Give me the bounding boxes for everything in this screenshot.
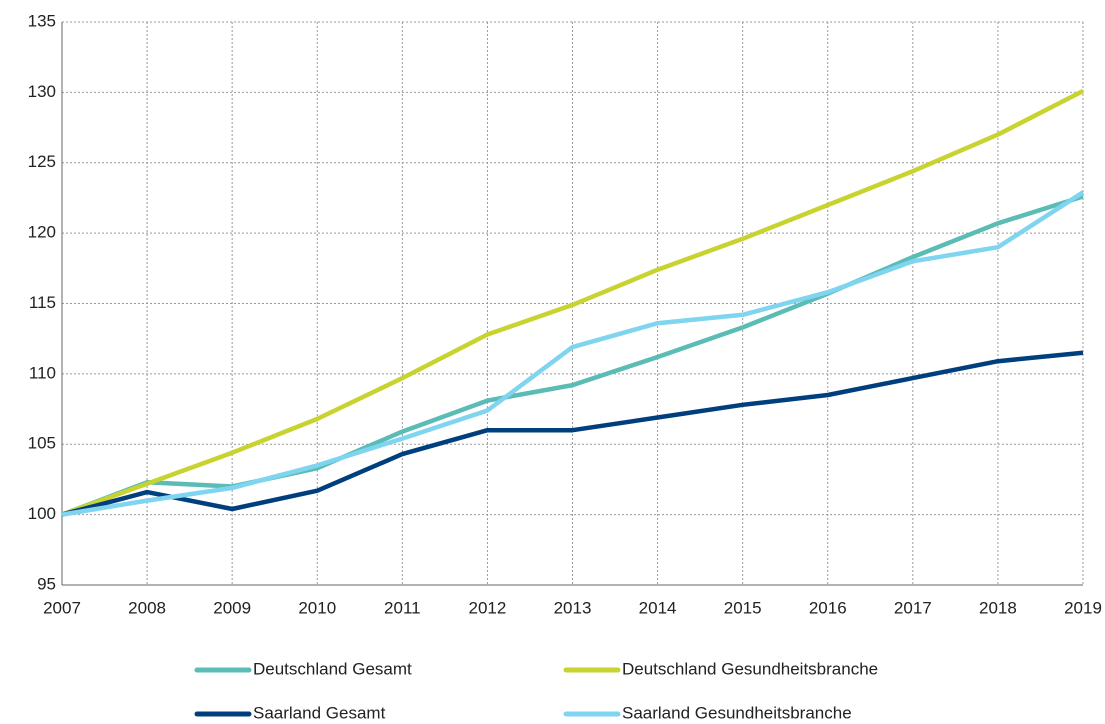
x-tick-label: 2019 [1064, 598, 1102, 617]
y-tick-label: 125 [28, 152, 56, 171]
x-tick-label: 2013 [554, 598, 592, 617]
series-line [61, 350, 1084, 517]
legend-label: Saarland Gesamt [253, 703, 386, 722]
legend-label: Deutschland Gesundheitsbranche [622, 659, 878, 678]
x-tick-label: 2010 [298, 598, 336, 617]
x-tick-label: 2015 [724, 598, 762, 617]
y-tick-label: 120 [28, 223, 56, 242]
y-tick-label: 130 [28, 82, 56, 101]
x-tick-label: 2016 [809, 598, 847, 617]
x-tick-label: 2009 [213, 598, 251, 617]
x-tick-label: 2014 [639, 598, 677, 617]
x-tick-label: 2011 [384, 598, 421, 617]
y-tick-label: 100 [28, 504, 56, 523]
y-tick-label: 110 [29, 363, 56, 382]
x-tick-label: 2007 [43, 598, 81, 617]
legend-label: Deutschland Gesamt [253, 659, 412, 678]
y-tick-label: 115 [29, 293, 56, 312]
x-tick-label: 2008 [128, 598, 166, 617]
series-line [61, 88, 1085, 517]
legend-label: Saarland Gesundheitsbranche [622, 703, 852, 722]
y-tick-label: 135 [28, 11, 56, 30]
y-tick-label: 105 [28, 434, 56, 453]
series-line [61, 190, 1085, 517]
x-tick-label: 2012 [469, 598, 507, 617]
x-tick-label: 2018 [979, 598, 1017, 617]
y-tick-label: 95 [37, 574, 56, 593]
x-tick-label: 2017 [894, 598, 932, 617]
